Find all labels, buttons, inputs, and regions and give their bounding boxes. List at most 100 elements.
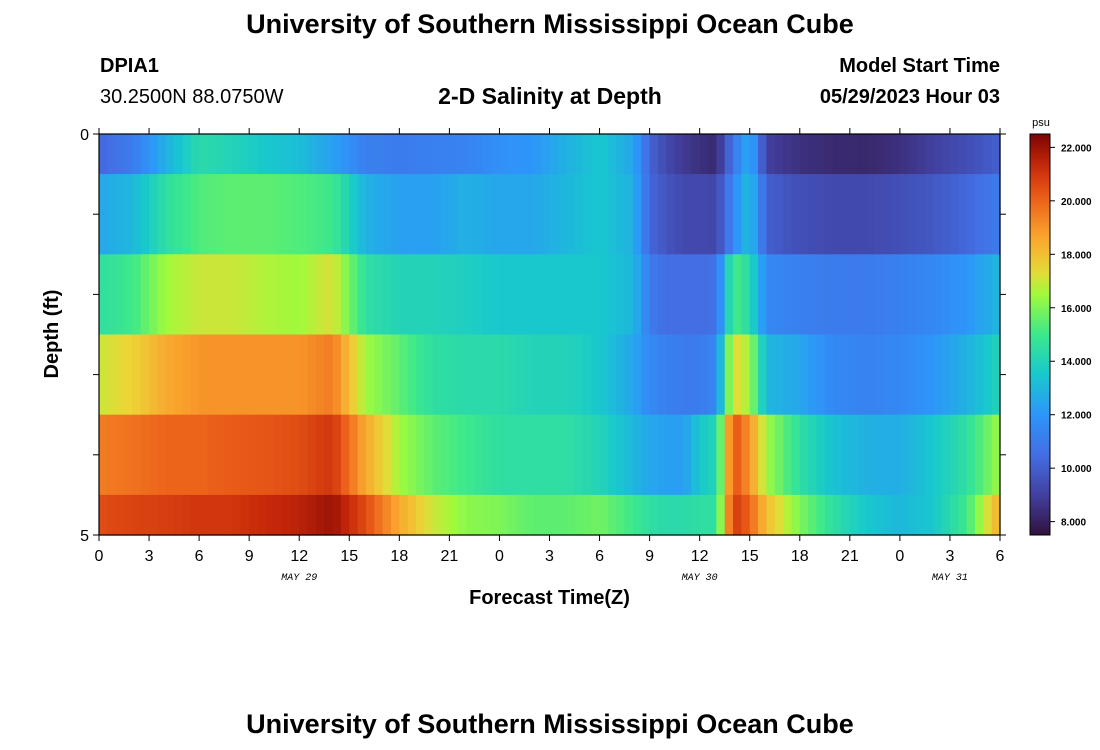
heatmap-cell-layer-4-29 [340, 334, 350, 416]
heatmap-cell-layer-5-25 [307, 414, 317, 496]
heatmap-cell-layer-3-35 [390, 254, 400, 336]
heatmap-cell-layer-6-19 [257, 494, 267, 536]
x-tick-label: 6 [195, 548, 204, 565]
heatmap-cell-layer-3-97 [908, 254, 918, 336]
heatmap-cell-layer-1-72 [699, 134, 709, 175]
heatmap-cell-layer-2-44 [466, 174, 476, 255]
heatmap-cell-layer-6-80 [766, 494, 776, 536]
heatmap-cell-layer-6-93 [874, 494, 884, 536]
heatmap-cell-layer-1-40 [432, 134, 442, 175]
heatmap-cell-layer-4-45 [474, 334, 484, 416]
heatmap-cell-layer-4-27 [324, 334, 334, 416]
heatmap-cell-layer-6-95 [891, 494, 901, 536]
station-id: DPIA1 [100, 55, 159, 77]
heatmap-cell-layer-4-103 [958, 334, 968, 416]
colorbar-tick-label: 8.000 [1061, 518, 1086, 529]
heatmap-cell-layer-6-17 [240, 494, 250, 536]
heatmap-cell-layer-5-27 [324, 414, 334, 496]
heatmap-cell-layer-4-63 [624, 334, 634, 416]
heatmap-cell-layer-5-83 [791, 414, 801, 496]
heatmap-cell-layer-2-73 [708, 174, 717, 255]
heatmap-cell-layer-3-0 [99, 254, 108, 336]
heatmap-cell-layer-6-77 [741, 494, 751, 536]
heatmap-cell-layer-5-23 [290, 414, 300, 496]
x-tick-label: 9 [645, 548, 654, 565]
heatmap-cell-layer-4-44 [466, 334, 476, 416]
heatmap-cell-layer-5-66 [649, 414, 659, 496]
heatmap-cell-layer-5-43 [457, 414, 467, 496]
heatmap-cell-layer-5-57 [574, 414, 584, 496]
heatmap-cell-layer-3-62 [616, 254, 626, 336]
heatmap-cell-layer-5-49 [507, 414, 517, 496]
heatmap-cell-layer-1-9 [174, 134, 184, 175]
heatmap-cell-layer-6-94 [883, 494, 893, 536]
heatmap-cell-layer-2-101 [941, 174, 951, 255]
heatmap-cell-layer-4-54 [549, 334, 559, 416]
heatmap-cell-layer-4-66 [649, 334, 659, 416]
colorbar-tick-label: 22.000 [1061, 143, 1092, 154]
heatmap-cell-layer-2-35 [390, 174, 400, 255]
x-tick-label: 9 [245, 548, 254, 565]
heatmap-cell-layer-4-3 [124, 334, 133, 416]
heatmap-cell-layer-6-9 [174, 494, 184, 536]
heatmap-cell-layer-6-101 [941, 494, 951, 536]
heatmap-cell-layer-4-86 [816, 334, 826, 416]
heatmap-cell-layer-2-54 [549, 174, 559, 255]
heatmap-cell-layer-6-87 [824, 494, 834, 536]
x-tick-label: 18 [791, 548, 809, 565]
heatmap-cell-layer-1-106 [983, 134, 993, 175]
heatmap-cell-layer-4-90 [849, 334, 859, 416]
heatmap-cell-layer-4-49 [507, 334, 517, 416]
x-tick-label: 0 [495, 548, 504, 565]
heatmap-cell-layer-6-5 [140, 494, 150, 536]
heatmap-cell-layer-2-17 [240, 174, 250, 255]
heatmap-cell-layer-2-87 [824, 174, 834, 255]
heatmap-cell-layer-1-34 [382, 134, 392, 175]
heatmap-cell-layer-5-36 [399, 414, 409, 496]
heatmap-cell-layer-6-3 [124, 494, 133, 536]
x-axis: 0 3 6 9 12 15 18 21 0 3 6 9 12 15 18 21 0 3 6 MAY 29 MAY 30 M… [95, 128, 1005, 584]
heatmap-cell-layer-2-74 [716, 174, 726, 255]
heatmap-cell-layer-4-77 [741, 334, 751, 416]
heatmap-cell-layer-1-101 [941, 134, 951, 175]
heatmap-cell-layer-5-89 [841, 414, 851, 496]
heatmap-cell-layer-3-27 [324, 254, 334, 336]
heatmap-cell-layer-2-21 [274, 174, 284, 255]
heatmap-cell-layer-5-59 [591, 414, 601, 496]
heatmap-cell-layer-1-15 [224, 134, 234, 175]
heatmap-cell-layer-5-44 [466, 414, 476, 496]
heatmap-cell-layer-2-58 [582, 174, 592, 255]
heatmap-cell-layer-3-83 [791, 254, 801, 336]
heatmap-cell-layer-5-6 [149, 414, 158, 496]
heatmap-cell-layer-6-78 [749, 494, 759, 536]
heatmap-cell-layer-3-23 [290, 254, 300, 336]
heatmap-cell-layer-1-75 [724, 134, 734, 175]
heatmap-cell-layer-5-106 [983, 414, 993, 496]
heatmap-cell-layer-4-36 [399, 334, 409, 416]
heatmap-cell-layer-1-60 [599, 134, 609, 175]
heatmap-cell-layer-5-80 [766, 414, 776, 496]
heatmap-cell-layer-3-40 [432, 254, 442, 336]
heatmap-cell-layer-2-94 [883, 174, 893, 255]
heatmap-cell-layer-1-24 [299, 134, 309, 175]
heatmap-cell-layer-2-12 [199, 174, 209, 255]
heatmap-cell-layer-2-14 [215, 174, 225, 255]
heatmap-cell-layer-6-10 [182, 494, 192, 536]
heatmap-cell-layer-5-101 [941, 414, 951, 496]
heatmap-cell-layer-4-58 [582, 334, 592, 416]
heatmap-cell-layer-4-20 [265, 334, 275, 416]
heatmap-cell-layer-4-33 [374, 334, 384, 416]
x-tick-label: 18 [390, 548, 408, 565]
heatmap-cell-layer-2-32 [365, 174, 375, 255]
heatmap-cell-layer-6-12 [199, 494, 209, 536]
heatmap-cell-layer-4-76 [733, 334, 742, 416]
heatmap-cell-layer-5-45 [474, 414, 484, 496]
heatmap-cell-layer-2-43 [457, 174, 467, 255]
heatmap-cell-layer-1-96 [899, 134, 909, 175]
heatmap-cell-layer-6-67 [657, 494, 667, 536]
heatmap-cell-layer-5-14 [215, 414, 225, 496]
heatmap-cell-layer-5-95 [891, 414, 901, 496]
heatmap-cell-layer-2-22 [282, 174, 292, 255]
heatmap-cell-layer-4-79 [758, 334, 767, 416]
heatmap-cell-layer-3-90 [849, 254, 859, 336]
